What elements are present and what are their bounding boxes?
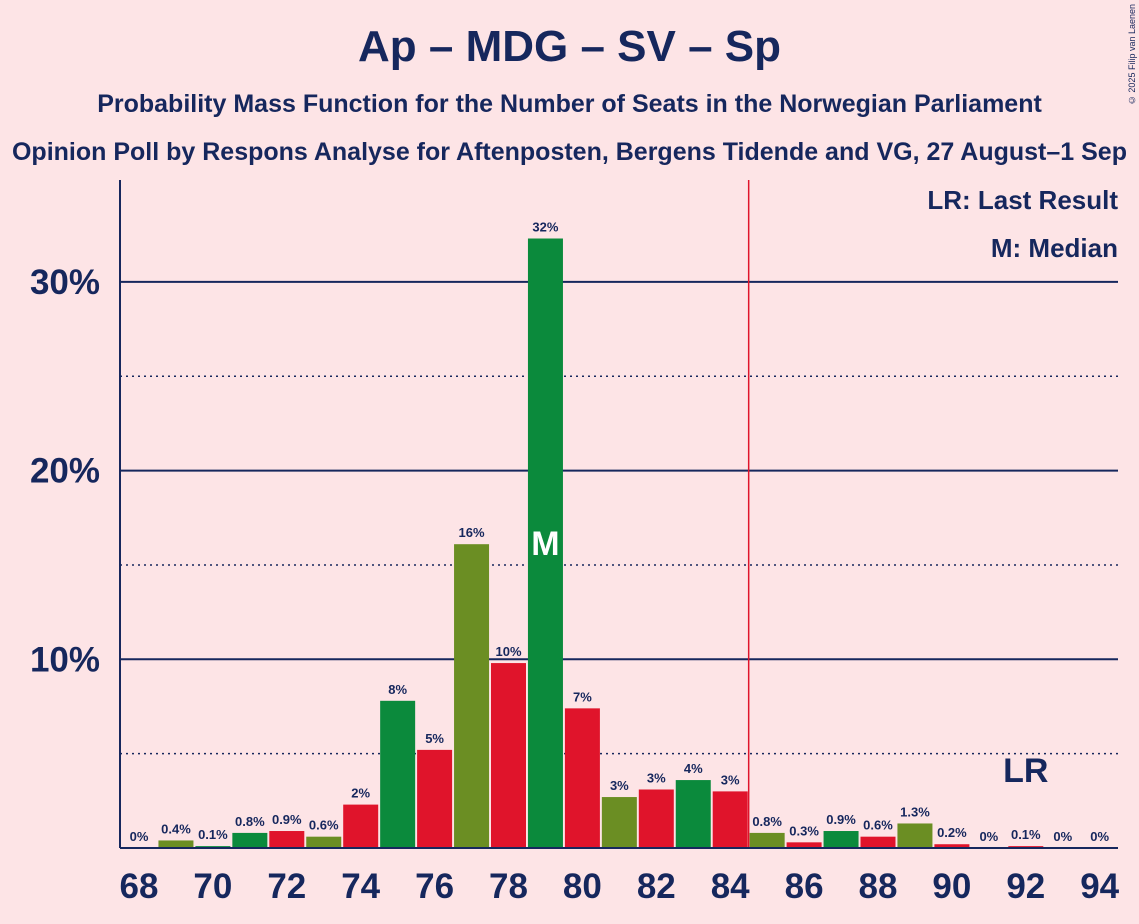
x-tick-label: 78 [489, 867, 528, 906]
last-result-marker: LR [1003, 752, 1048, 790]
bar-seat-69 [158, 840, 194, 848]
chart-subtitle-poll: Opinion Poll by Respons Analyse for Afte… [11, 138, 1127, 166]
bar-seat-90 [934, 844, 970, 848]
bar-label-seat-74: 2% [351, 786, 370, 801]
bar-seat-89 [897, 823, 933, 848]
bar-seat-85 [749, 832, 785, 848]
x-tick-label: 72 [267, 867, 306, 906]
bar-label-seat-94: 0% [1090, 829, 1109, 844]
bar-label-seat-81: 3% [610, 778, 629, 793]
bar-label-seat-85: 0.8% [752, 814, 782, 829]
bar-label-seat-83: 4% [684, 761, 703, 776]
chart-title: Ap – MDG – SV – Sp [358, 22, 781, 71]
bar-label-seat-84: 3% [721, 772, 740, 787]
bar-label-seat-82: 3% [647, 771, 666, 786]
bar-seat-87 [823, 831, 859, 848]
bar-label-seat-68: 0% [130, 829, 149, 844]
bar-seat-75 [380, 700, 416, 848]
x-tick-label: 84 [711, 867, 750, 906]
y-tick-label: 10% [30, 640, 100, 679]
bar-label-seat-72: 0.9% [272, 812, 302, 827]
bar-seat-76 [417, 749, 453, 848]
bar-seat-73 [306, 836, 342, 848]
x-tick-label: 86 [785, 867, 824, 906]
legend-median: M: Median [991, 233, 1118, 263]
bar-seat-74 [343, 804, 379, 848]
bar-label-seat-71: 0.8% [235, 814, 265, 829]
bars [158, 180, 1044, 848]
y-tick-label: 20% [30, 452, 100, 491]
y-tick-label: 30% [30, 263, 100, 302]
bar-label-seat-91: 0% [979, 829, 998, 844]
x-tick-label: 68 [120, 867, 159, 906]
bar-seat-72 [269, 831, 305, 848]
bar-seat-77 [454, 544, 490, 848]
bar-label-seat-86: 0.3% [789, 823, 819, 838]
bar-label-seat-70: 0.1% [198, 827, 228, 842]
bar-labels: 0% 0.4% 0.1% 0.8% 0.9% 0.6% 2% 8% 5% 16% 10% 32% 7% 3… [130, 219, 1110, 844]
bar-seat-88 [860, 836, 896, 848]
bar-seat-78 [491, 663, 526, 848]
bar-seat-71 [232, 832, 268, 848]
x-tick-label: 80 [563, 867, 602, 906]
x-tick-label: 88 [859, 867, 898, 906]
median-marker: M [531, 525, 559, 563]
bar-label-seat-92: 0.1% [1011, 827, 1041, 842]
chart-subtitle: Probability Mass Function for the Number… [97, 90, 1042, 118]
bar-label-seat-90: 0.2% [937, 825, 967, 840]
bar-label-seat-73: 0.6% [309, 818, 339, 833]
bar-label-seat-75: 8% [388, 682, 407, 697]
bar-label-seat-87: 0.9% [826, 812, 856, 827]
bar-label-seat-89: 1.3% [900, 804, 930, 819]
bar-seat-79 [527, 238, 563, 848]
x-tick-label: 76 [415, 867, 454, 906]
bar-label-seat-80: 7% [573, 689, 592, 704]
gridlines: 10% 20% 30% [30, 263, 1118, 755]
bar-label-seat-77: 16% [459, 525, 485, 540]
axes: 68 70 72 74 76 78 80 82 84 86 88 90 92 94 [119, 180, 1120, 906]
bar-seat-84 [712, 791, 748, 848]
x-tick-label: 74 [341, 867, 380, 906]
bar-seat-82 [638, 789, 674, 848]
bar-label-seat-69: 0.4% [161, 821, 191, 836]
bar-seat-83 [675, 780, 711, 848]
bar-seat-81 [601, 797, 637, 848]
bar-seat-80 [564, 708, 600, 848]
x-tick-label: 82 [637, 867, 676, 906]
bar-seat-86 [786, 842, 822, 848]
x-tick-label: 70 [193, 867, 232, 906]
bar-label-seat-78: 10% [495, 644, 521, 659]
bar-label-seat-79: 32% [532, 219, 558, 234]
bar-label-seat-76: 5% [425, 731, 444, 746]
legend-last-result: LR: Last Result [927, 185, 1118, 215]
bar-label-seat-88: 0.6% [863, 818, 893, 833]
x-tick-label: 90 [932, 867, 971, 906]
x-tick-label: 92 [1006, 867, 1045, 906]
bar-label-seat-93: 0% [1053, 829, 1072, 844]
x-tick-label: 94 [1080, 867, 1119, 906]
